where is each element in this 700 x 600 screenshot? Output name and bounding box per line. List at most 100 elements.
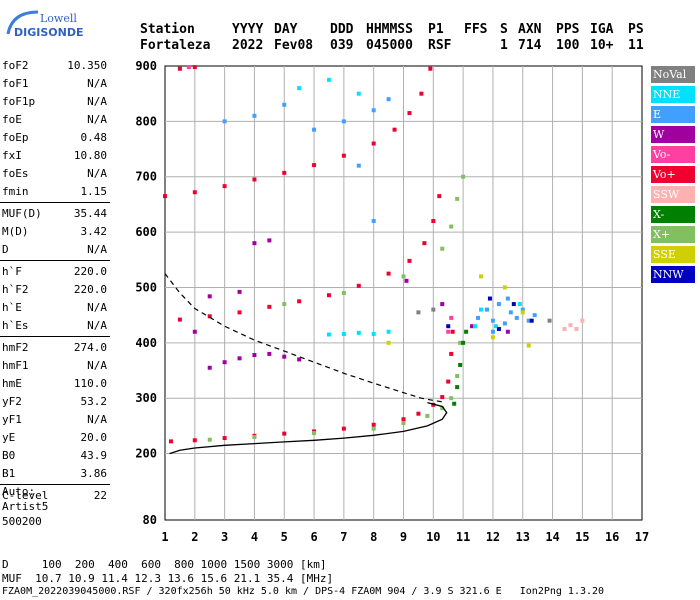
x-tick-labels: 1 2 3 4 5 6 7 8 9 10 11 12 13 14 15 16 17 <box>161 530 649 544</box>
param-value: 20.0 <box>80 431 108 444</box>
x-tick-label: 6 <box>310 530 317 544</box>
echo-point <box>461 174 466 179</box>
echo-point <box>440 302 445 307</box>
echo-point <box>455 385 460 390</box>
logo-swoosh-icon <box>6 10 39 35</box>
echo-point <box>252 177 257 182</box>
param-row: yE 20.0 <box>0 429 110 447</box>
echo-point <box>511 302 516 307</box>
param-name: foEp <box>2 131 29 144</box>
param-row: B0 43.9 <box>0 447 110 465</box>
param-row: hmE 110.0 <box>0 375 110 393</box>
echo-point <box>341 331 346 336</box>
echo-point <box>580 318 585 323</box>
echo-point <box>282 102 287 107</box>
param-name: foF2 <box>2 59 29 72</box>
y-tick-labels: 80 200 300 400 500 600 700 800 900 <box>135 59 157 527</box>
echo-point <box>356 163 361 168</box>
header-value-1: 2022 <box>232 38 264 53</box>
y-tick-label: 800 <box>135 114 157 128</box>
auto-program: Artist5 <box>2 500 49 513</box>
echo-points <box>163 65 585 444</box>
echo-point <box>505 296 510 301</box>
echo-point <box>207 437 212 442</box>
x-tick-label: 16 <box>605 530 619 544</box>
legend-item-x: X+ <box>651 226 695 243</box>
header-value-6: 1 <box>500 38 508 53</box>
echo-point <box>252 353 257 358</box>
echo-point <box>496 302 501 307</box>
echo-point <box>267 238 272 243</box>
echo-point <box>416 411 421 416</box>
x-tick-label: 4 <box>251 530 258 544</box>
param-value: 35.44 <box>73 207 107 220</box>
param-value: N/A <box>87 243 107 256</box>
echo-point <box>452 401 457 406</box>
param-value: 0.48 <box>80 131 108 144</box>
echo-point <box>490 335 495 340</box>
param-name: yF1 <box>2 413 22 426</box>
echo-point <box>446 379 451 384</box>
echo-point <box>237 289 242 294</box>
legend-item-nne: NNE <box>651 86 695 103</box>
echo-point <box>168 439 173 444</box>
param-value: N/A <box>87 167 107 180</box>
legend-item-sse: SSE <box>651 246 695 263</box>
logo-text-digisonde: DIGISONDE <box>14 26 84 39</box>
echo-point <box>440 246 445 251</box>
echo-point <box>407 258 412 263</box>
echo-point <box>207 365 212 370</box>
echo-point <box>177 317 182 322</box>
echo-point <box>282 302 287 307</box>
echo-point <box>386 97 391 102</box>
echo-point <box>282 431 287 436</box>
echo-point <box>326 77 331 82</box>
param-name: B0 <box>2 449 16 462</box>
x-tick-label: 14 <box>545 530 559 544</box>
echo-point <box>437 194 442 199</box>
x-tick-label: 8 <box>370 530 377 544</box>
auto-version: 500200 <box>2 515 42 528</box>
param-name: B1 <box>2 467 16 480</box>
param-row: yF2 53.2 <box>0 393 110 411</box>
echo-point <box>505 329 510 334</box>
param-name: D <box>2 243 9 256</box>
header-value-3: 039 <box>330 38 354 53</box>
echo-point <box>422 241 427 246</box>
param-value: 53.2 <box>80 395 108 408</box>
param-value: N/A <box>87 301 107 314</box>
x-tick-label: 17 <box>635 530 649 544</box>
echo-point <box>192 65 197 70</box>
legend-item-ssw: SSW <box>651 186 695 203</box>
echo-point <box>371 108 376 113</box>
header-value-8: 100 <box>556 38 580 53</box>
footer-distance-row: D 100 200 400 600 800 1000 1500 3000 [km… <box>2 558 327 571</box>
autoscaling-info: Auto: Artist5 500200 <box>2 484 48 529</box>
header-label-11: PS <box>628 22 644 37</box>
echo-point <box>574 326 579 331</box>
echo-point <box>312 431 317 436</box>
echo-point <box>267 351 272 356</box>
echo-point <box>207 314 212 319</box>
echo-point <box>341 426 346 431</box>
y-tick-label: 900 <box>135 59 157 73</box>
x-tick-label: 15 <box>575 530 589 544</box>
echo-point <box>490 318 495 323</box>
echo-point <box>371 426 376 431</box>
echo-point <box>282 170 287 175</box>
echo-point <box>449 351 454 356</box>
x-tick-label: 9 <box>400 530 407 544</box>
echo-point <box>502 321 507 326</box>
header-value-10: 11 <box>628 38 644 53</box>
echo-point <box>517 302 522 307</box>
echo-point <box>297 299 302 304</box>
param-row: h`E N/A <box>0 299 110 317</box>
echo-point <box>252 241 257 246</box>
legend-item-x: X- <box>651 206 695 223</box>
polarization-legend: NoVal NNE E W Vo- Vo+ SSW X- X+ SSE NNW <box>651 66 695 286</box>
header-value-9: 10+ <box>590 38 614 53</box>
param-value: N/A <box>87 359 107 372</box>
echo-point <box>431 307 436 312</box>
echo-point <box>237 310 242 315</box>
